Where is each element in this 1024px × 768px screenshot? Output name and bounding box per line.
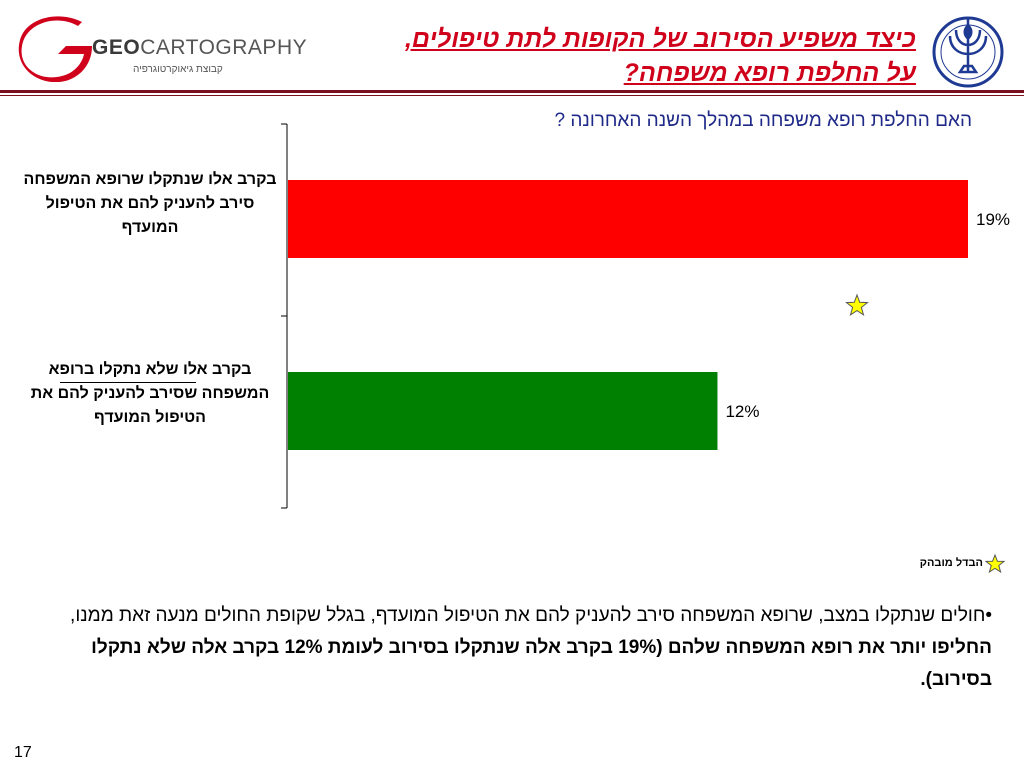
star-icon — [985, 554, 1005, 574]
survey-question: האם החלפת רופא משפחה במהלך השנה האחרונה … — [554, 110, 972, 131]
category-label-encountered-refusal: בקרב אלו שנתקלו שרופא המשפחה סירב להעניק… — [23, 171, 277, 236]
data-label-0: 19% — [976, 210, 1010, 229]
category-label-no-refusal: בקרב אלו שלא נתקלו ברופא המשפחה שסירב לה… — [30, 361, 270, 426]
page-number: 17 — [14, 744, 32, 761]
g-swoosh-icon — [18, 16, 92, 82]
bar-1 — [288, 372, 718, 450]
brand-tagline: קבוצת גיאוקרטוגרפיה — [133, 64, 223, 75]
legend-label: הבדל מובהק — [919, 557, 983, 569]
category-label-underline — [60, 382, 196, 383]
summary-bullet: • — [985, 605, 992, 626]
slide-title-line2: על החלפת רופא משפחה? — [623, 59, 916, 87]
data-label-1: 12% — [725, 402, 759, 421]
geocartography-logo: GEOCARTOGRAPHY קבוצת גיאוקרטוגרפיה — [18, 16, 307, 82]
header-rule-thin — [0, 95, 1024, 96]
emblem-icon — [928, 10, 1008, 90]
significance-star-icon — [845, 293, 869, 317]
slide-title: כיצד משפיע הסירוב של הקופות לתת טיפולים,… — [316, 22, 916, 90]
legend: הבדל מובהק — [895, 554, 1005, 576]
slide-title-line1: כיצד משפיע הסירוב של הקופות לתת טיפולים, — [404, 25, 916, 53]
summary-part2: החליפו יותר את רופא המשפחה שלהם (19% בקר… — [91, 637, 992, 690]
bar-0 — [288, 180, 968, 258]
bar-chart: 19% 12% — [281, 123, 1010, 509]
header-rule — [0, 90, 1024, 93]
summary-text: •חולים שנתקלו במצב, שרופא המשפחה סירב לה… — [62, 600, 992, 696]
brand-name: GEOCARTOGRAPHY — [92, 36, 308, 59]
summary-part1: חולים שנתקלו במצב, שרופא המשפחה סירב להע… — [70, 605, 986, 626]
